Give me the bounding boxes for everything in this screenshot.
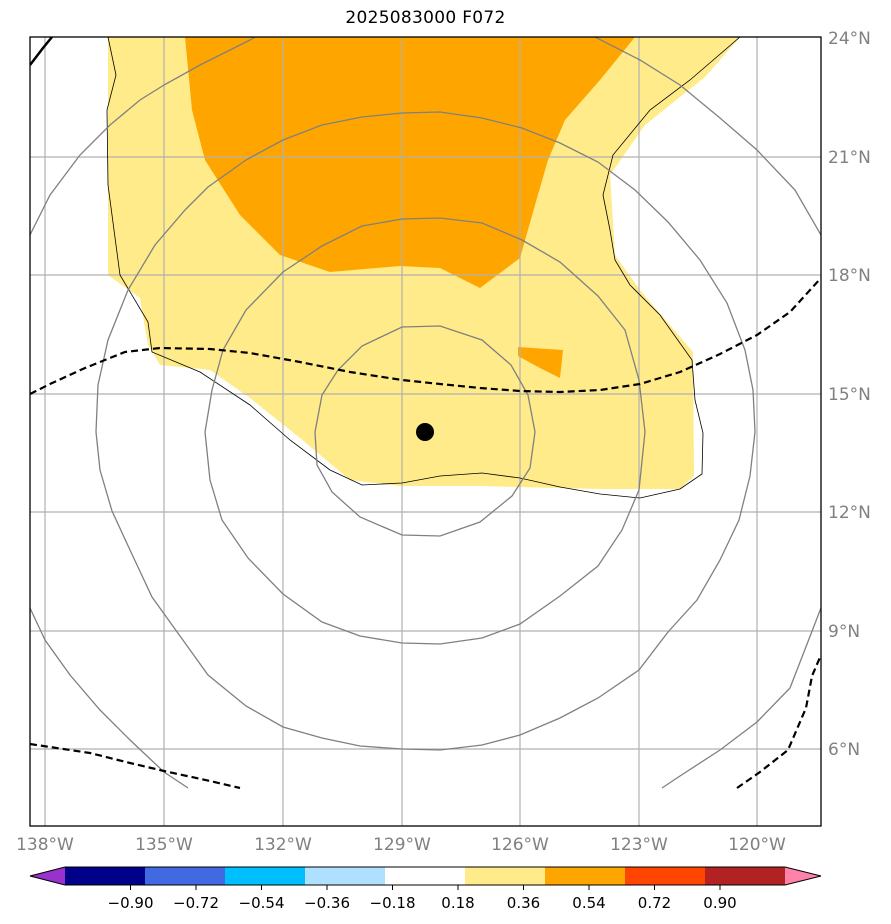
lat-label: 21°N [828, 148, 871, 168]
map-title: 2025083000 F072 [345, 8, 506, 28]
anomaly-fill-orange-small [518, 347, 563, 378]
colorbar-label: 0.54 [572, 894, 605, 912]
colorbar-label: 0.36 [507, 894, 540, 912]
colorbar-label: −0.72 [173, 894, 219, 912]
storm-center-dot [416, 423, 434, 441]
colorbar-segment [785, 867, 821, 885]
lat-label: 24°N [828, 29, 871, 49]
lat-label: 12°N [828, 503, 871, 523]
colorbar-segment [385, 867, 466, 885]
colorbar-label: 0.72 [638, 894, 671, 912]
lon-label: 123°W [610, 835, 668, 855]
colorbar-segment [145, 867, 226, 885]
lat-axis: 6°N 9°N 12°N 15°N 18°N 21°N 24°N [828, 29, 871, 760]
gridlines [30, 37, 821, 826]
colorbar-segment [465, 867, 546, 885]
lon-label: 132°W [254, 835, 312, 855]
lat-label: 6°N [828, 740, 860, 760]
anomaly-fill-orange [185, 37, 635, 288]
lat-label: 18°N [828, 266, 871, 286]
map-frame [29, 36, 822, 827]
colorbar-label: −0.36 [304, 894, 350, 912]
colorbar-segment [625, 867, 706, 885]
coastline [30, 37, 53, 66]
colorbar-segment [30, 867, 65, 885]
lat-label: 9°N [828, 622, 860, 642]
colorbar-label: −0.90 [108, 894, 154, 912]
lat-label: 15°N [828, 385, 871, 405]
lon-label: 129°W [373, 835, 431, 855]
colorbar: −0.90 −0.72 −0.54 −0.36 −0.18 0.18 0.36 … [29, 866, 822, 912]
colorbar-label: 0.18 [441, 894, 474, 912]
colorbar-label: −0.54 [239, 894, 285, 912]
thin-outline-contour [106, 37, 741, 499]
colorbar-segment [545, 867, 626, 885]
colorbar-label: 0.90 [703, 894, 736, 912]
dashed-contours [30, 277, 821, 790]
lon-axis: 138°W 135°W 132°W 129°W 126°W 123°W 120°… [16, 835, 786, 855]
lon-label: 135°W [135, 835, 193, 855]
lon-label: 138°W [16, 835, 74, 855]
lon-label: 126°W [491, 835, 549, 855]
colorbar-label: −0.18 [370, 894, 416, 912]
colorbar-segment [65, 867, 146, 885]
lon-label: 120°W [728, 835, 786, 855]
colorbar-outline [29, 866, 822, 886]
colorbar-segment [705, 867, 786, 885]
colorbar-segment [225, 867, 306, 885]
colorbar-segment [305, 867, 386, 885]
